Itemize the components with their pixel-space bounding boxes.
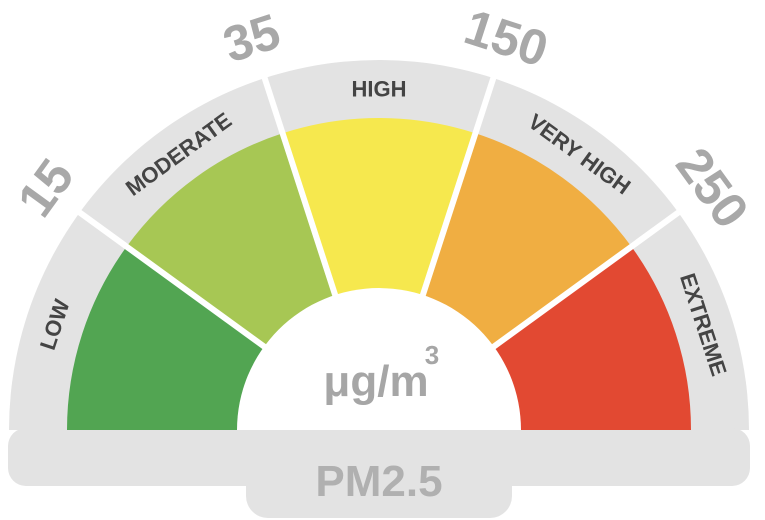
tick-label: 35 xyxy=(217,3,287,73)
gauge-segment-very-high xyxy=(421,133,632,349)
gauge-divider xyxy=(261,75,342,306)
gauge-segment-moderate xyxy=(126,133,337,349)
tick-label: 150 xyxy=(458,0,555,78)
gauge-segment-low xyxy=(67,246,268,430)
gauge-center-hub xyxy=(237,288,521,430)
gauge-divider xyxy=(416,75,497,306)
gauge-segments xyxy=(67,117,691,430)
pollutant-tab xyxy=(246,430,512,518)
unit-label: μg/m xyxy=(323,357,428,406)
gauge-divider xyxy=(484,208,682,355)
gauge-divider xyxy=(76,208,274,355)
segment-label-high: HIGH xyxy=(352,77,407,102)
pollutant-label: PM2.5 xyxy=(315,457,442,506)
gauge-segment-extreme xyxy=(490,246,691,430)
unit-superscript: 3 xyxy=(425,340,439,370)
gauge-dividers xyxy=(76,75,682,355)
tick-label: 15 xyxy=(7,149,85,227)
gauge-segment-high xyxy=(282,117,476,299)
